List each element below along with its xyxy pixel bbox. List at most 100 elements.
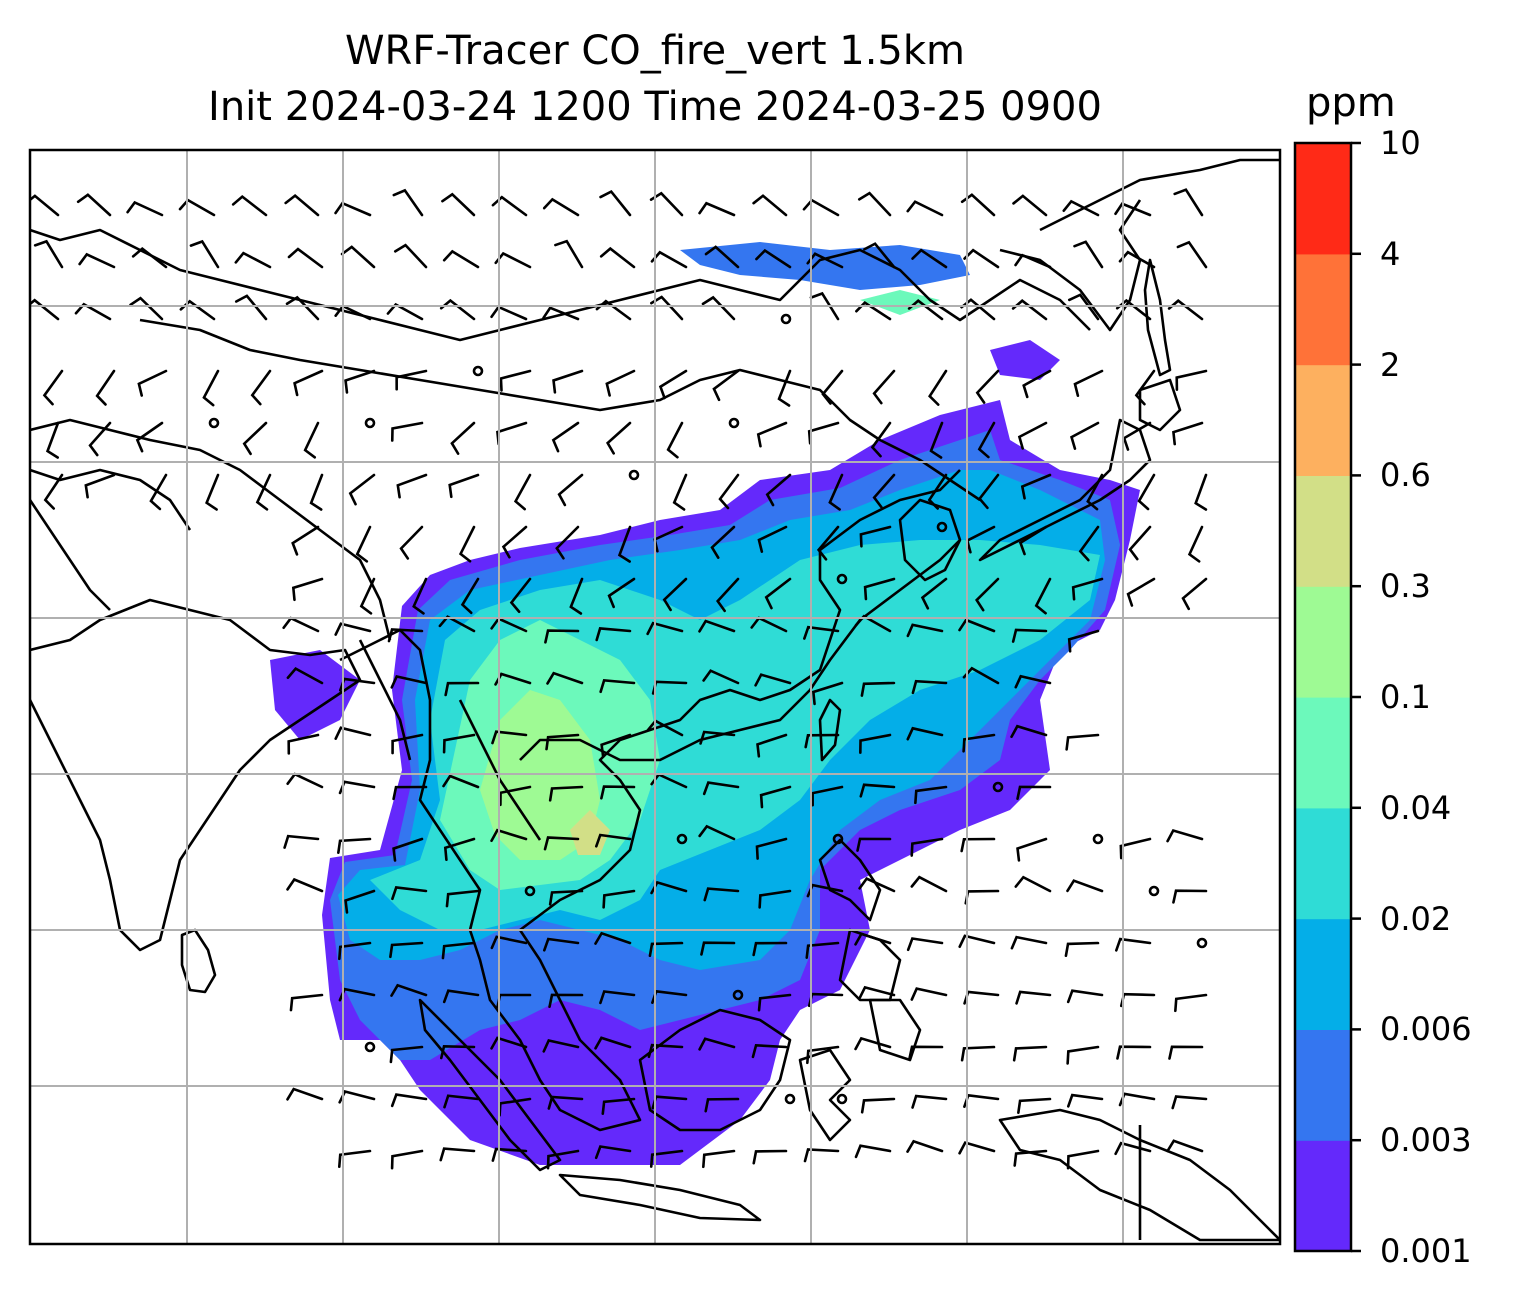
wind-barb: [392, 188, 424, 217]
wind-barb: [390, 983, 428, 997]
wind-barb: [542, 306, 580, 321]
wind-barb: [701, 295, 736, 321]
colorbar-segment: [1295, 364, 1351, 476]
wind-barb: [1014, 253, 1052, 269]
wind-barb: [963, 1093, 1000, 1108]
wind-barb: [442, 733, 476, 754]
wind-barb: [286, 772, 324, 789]
wind-barb: [1066, 989, 1104, 1004]
wind-barb: [250, 369, 272, 406]
coastline-borneo: [638, 1008, 792, 1132]
wind-barb: [255, 473, 272, 511]
wind-barb: [594, 833, 632, 848]
co-level-0.001: [990, 340, 1060, 380]
colorbar-segment: [1295, 918, 1351, 1030]
colorbar-tick-label: 0.1: [1380, 678, 1431, 716]
wind-barb: [129, 296, 164, 321]
wind-barb: [445, 889, 480, 908]
wind-barb: [231, 194, 268, 217]
coastline-new-guinea: [998, 1108, 1280, 1242]
wind-barb: [863, 577, 896, 601]
wind-barb: [355, 525, 372, 563]
wind-barb: [490, 935, 528, 950]
calm-wind-marker: [1148, 885, 1160, 897]
wind-barb: [702, 669, 740, 685]
wind-barb: [594, 1145, 632, 1160]
wind-barb: [602, 889, 636, 909]
wind-barb: [1166, 828, 1204, 843]
wind-barb: [557, 473, 584, 507]
wind-barb: [391, 733, 424, 755]
wind-barb: [555, 525, 580, 560]
wind-barb: [1168, 1045, 1204, 1060]
calm-wind-marker: [836, 573, 848, 585]
wind-barb: [910, 875, 948, 893]
wind-barb: [756, 733, 788, 758]
wind-barb: [552, 369, 584, 394]
wind-barb: [802, 198, 840, 217]
wind-barb: [872, 369, 896, 405]
wind-barb: [964, 889, 1000, 905]
wind-barb: [442, 249, 480, 269]
wind-barb: [599, 678, 636, 694]
colorbar-segment: [1295, 586, 1351, 698]
calm-wind-marker: [992, 781, 1004, 793]
wind-barb: [765, 473, 792, 507]
wind-barb: [338, 780, 376, 795]
wind-barb: [658, 369, 688, 400]
coastline-siberia: [1039, 158, 1280, 232]
wind-barb: [131, 246, 168, 269]
wind-barb: [291, 525, 320, 556]
wind-barb: [963, 990, 1000, 1005]
wind-barb: [755, 837, 788, 860]
wind-barb: [1172, 889, 1208, 904]
wind-barb: [284, 193, 320, 217]
wind-barb: [293, 369, 324, 397]
wind-barb: [960, 837, 996, 853]
wind-barb: [491, 730, 528, 745]
colorbar-tick-label: 0.02: [1380, 899, 1452, 938]
wind-barb: [1062, 199, 1100, 217]
calm-wind-marker: [732, 989, 744, 1001]
wind-barb: [702, 781, 740, 796]
wind-barb: [1128, 525, 1152, 561]
wind-barb: [442, 989, 480, 1004]
wind-barb: [651, 1095, 688, 1110]
wind-barb: [287, 733, 320, 755]
wind-barb: [548, 889, 584, 906]
map-title-line-2: Init 2024-03-24 1200 Time 2024-03-25 090…: [208, 84, 1102, 130]
wind-barb: [803, 625, 840, 640]
wind-barb: [1073, 240, 1104, 269]
wind-barb: [554, 239, 584, 269]
wind-barb: [647, 1043, 684, 1059]
wind-barb: [88, 421, 112, 457]
wind-barb: [1034, 577, 1052, 615]
wind-barb: [1119, 837, 1152, 860]
wind-barb: [309, 473, 324, 511]
wind-barb: [460, 577, 480, 615]
wind-barb: [599, 990, 636, 1005]
wind-barb: [595, 299, 632, 321]
calm-wind-marker: [364, 1041, 376, 1053]
wind-barb: [650, 880, 688, 895]
wind-barb: [1175, 369, 1208, 391]
wind-barb: [545, 733, 580, 751]
wind-barb: [704, 1097, 740, 1113]
wind-barb: [975, 577, 1000, 612]
wind-barb: [390, 421, 424, 442]
wind-barb: [569, 577, 584, 615]
wind-barb: [126, 200, 164, 217]
calm-wind-marker: [524, 885, 536, 897]
wind-barb: [546, 671, 584, 685]
wind-barb: [1022, 369, 1052, 399]
wind-barb: [509, 577, 532, 614]
wind-barb: [448, 473, 480, 499]
wind-barb: [698, 619, 736, 633]
wind-barb: [601, 1097, 636, 1115]
wind-barb: [392, 785, 428, 801]
colorbar-tick-label: 0.006: [1380, 1010, 1472, 1049]
wind-barb: [450, 421, 476, 455]
wind-barb: [857, 191, 892, 217]
wind-barb: [855, 300, 892, 321]
wind-barb: [712, 369, 740, 402]
